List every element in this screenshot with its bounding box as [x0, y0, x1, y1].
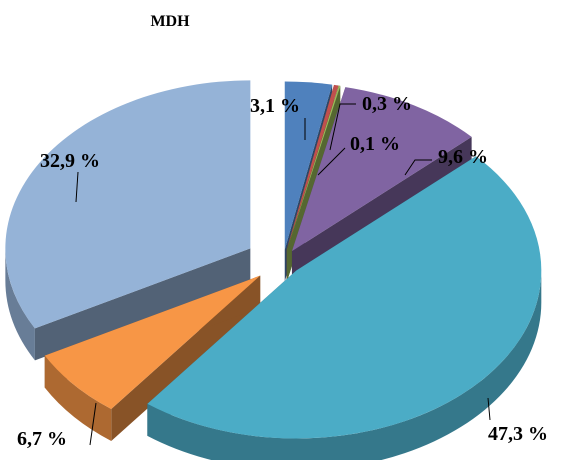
slice-5: [147, 156, 542, 439]
leader-line-6: [89, 402, 97, 446]
data-label-6: 6,7 %: [17, 428, 67, 450]
slice-6: [44, 275, 261, 410]
slice-7-side: [5, 248, 35, 361]
slice-1: [284, 81, 333, 250]
slice-4: [291, 87, 472, 252]
data-label-7: 32,9 %: [40, 150, 100, 172]
data-label-layer: 3,1 % 0,3 % 0,1 % 9,6 % 47,3 % 6,7 % 32,9 %: [17, 93, 548, 450]
leader-line-2: [329, 103, 356, 151]
data-label-1: 3,1 %: [250, 95, 300, 117]
leader-line-4: [404, 159, 432, 176]
slice-7-wall-1: [34, 248, 251, 361]
slice-2: [286, 84, 339, 250]
chart-title: MDH: [150, 13, 190, 30]
slice-7: [5, 80, 251, 329]
data-label-3: 0,1 %: [350, 133, 400, 155]
data-label-4: 9,6 %: [438, 146, 488, 168]
leader-line-3: [317, 147, 346, 176]
slice-6-side: [44, 355, 112, 442]
slice-top-layer: [5, 80, 542, 439]
slice-3: [286, 85, 341, 250]
data-label-5: 47,3 %: [488, 423, 548, 445]
leader-line-5: [487, 397, 491, 421]
slice-5-side: [147, 270, 542, 460]
data-label-2: 0,3 %: [362, 93, 412, 115]
leader-line-7: [75, 171, 79, 203]
